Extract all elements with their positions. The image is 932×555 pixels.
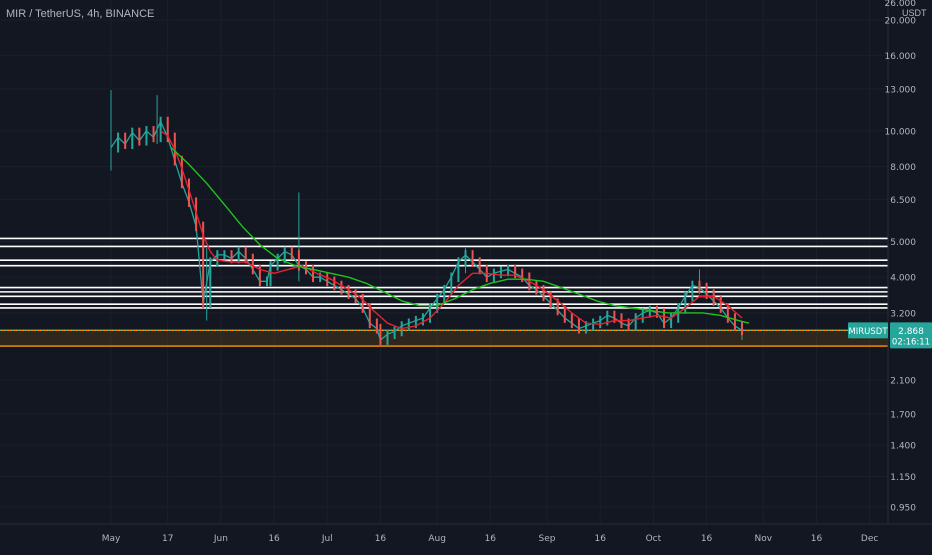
- last-price-badge[interactable]: [890, 322, 932, 349]
- last-price-value: 2.868: [898, 327, 924, 337]
- bar-countdown: 02:16:11: [892, 337, 930, 347]
- time-axis-tick: Aug: [428, 534, 446, 544]
- price-axis-tick: 8.000: [890, 163, 916, 173]
- price-axis-panel[interactable]: [888, 0, 932, 550]
- time-axis-tick: Jun: [213, 534, 228, 544]
- time-axis-tick: Jul: [321, 534, 333, 544]
- time-axis-tick: 16: [701, 534, 713, 544]
- price-axis-tick: 5.000: [890, 238, 916, 248]
- time-axis-tick: 16: [375, 534, 387, 544]
- price-axis-tick: 13.000: [885, 85, 917, 95]
- price-axis-tick: 1.700: [890, 410, 916, 420]
- price-axis-tick: 6.500: [890, 196, 916, 206]
- price-axis-tick: 26.000: [885, 0, 917, 9]
- time-axis-tick: 16: [268, 534, 280, 544]
- support-zone[interactable]: [0, 330, 888, 347]
- ma-slow-line[interactable]: [170, 147, 750, 324]
- price-axis-tick: 16.000: [885, 52, 917, 62]
- time-axis-tick: Sep: [539, 534, 556, 544]
- price-axis-tick: 20.000: [885, 17, 917, 27]
- symbol-title: MIR / TetherUS, 4h, BINANCE: [6, 8, 155, 20]
- ticker-badge[interactable]: [848, 322, 888, 339]
- ticker-badge-label: MIRUSDT: [848, 327, 888, 337]
- price-axis-tick: 3.200: [890, 309, 916, 319]
- time-axis-tick: 17: [162, 534, 173, 544]
- price-axis-tick: 2.100: [890, 377, 916, 387]
- price-axis-tick: 1.150: [890, 473, 916, 483]
- time-axis-tick: Nov: [754, 534, 772, 544]
- ma-fast-line[interactable]: [160, 130, 743, 330]
- time-axis-tick: Dec: [861, 534, 878, 544]
- time-axis-tick: 16: [811, 534, 823, 544]
- price-unit-label: USDT: [902, 8, 927, 18]
- time-axis-tick: Oct: [646, 534, 662, 544]
- time-axis-tick: 16: [594, 534, 606, 544]
- price-axis-tick: 10.000: [885, 127, 917, 137]
- price-axis-tick: 4.000: [890, 274, 916, 284]
- price-axis-tick: 0.950: [890, 504, 916, 514]
- time-axis-tick: May: [102, 534, 121, 544]
- time-axis-tick: 16: [485, 534, 497, 544]
- price-axis-tick: 1.400: [890, 442, 916, 452]
